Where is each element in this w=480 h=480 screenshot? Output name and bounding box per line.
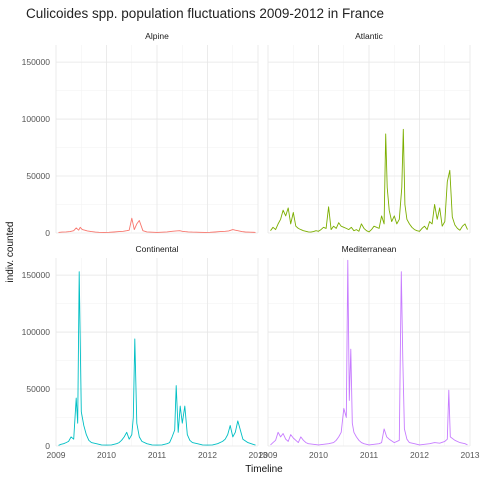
facet-panels: Alpine 0 50000 100000 150000 Atlantic Continen… (22, 31, 480, 460)
y-tick-label: 0 (45, 441, 50, 451)
series-line-alpine (58, 217, 256, 233)
x-axis-title: Timeline (245, 464, 283, 475)
facet-label-atlantic: Atlantic (355, 31, 384, 41)
chart-title: Culicoides spp. population fluctuations … (26, 6, 384, 21)
y-tick-label: 150000 (22, 270, 51, 280)
x-tick-label: 2010 (309, 450, 328, 460)
x-tick-label: 2013 (461, 450, 480, 460)
x-tick-label: 2009 (47, 450, 66, 460)
x-tick-label: 2011 (148, 450, 167, 460)
x-tick-label: 2013 (249, 450, 268, 460)
facet-label-alpine: Alpine (145, 31, 169, 41)
facet-label-mediterranean: Mediterranean (342, 244, 397, 254)
x-tick-label: 2009 (259, 450, 278, 460)
y-tick-label: 0 (45, 228, 50, 238)
x-tick-label: 2012 (198, 450, 217, 460)
series-line-mediterranean (270, 259, 468, 446)
panel-mediterranean: Mediterranean 2009 2010 2011 2012 2013 (259, 244, 480, 460)
x-tick-label: 2010 (97, 450, 116, 460)
facet-label-continental: Continental (135, 244, 178, 254)
y-axis-title: indiv. counted (5, 222, 16, 283)
series-line-continental (58, 271, 256, 446)
y-tick-label: 100000 (22, 327, 51, 337)
panel-continental: Continental 0 50000 100000 150000 2009 2010 201… (22, 244, 268, 460)
y-tick-label: 50000 (26, 384, 50, 394)
panel-alpine: Alpine 0 50000 100000 150000 (22, 31, 259, 238)
y-tick-label: 100000 (22, 114, 51, 124)
y-tick-label: 50000 (26, 171, 50, 181)
x-tick-label: 2011 (360, 450, 379, 460)
y-tick-label: 150000 (22, 57, 51, 67)
panel-atlantic: Atlantic (267, 31, 471, 234)
series-line-atlantic (270, 128, 468, 233)
x-tick-label: 2012 (410, 450, 429, 460)
